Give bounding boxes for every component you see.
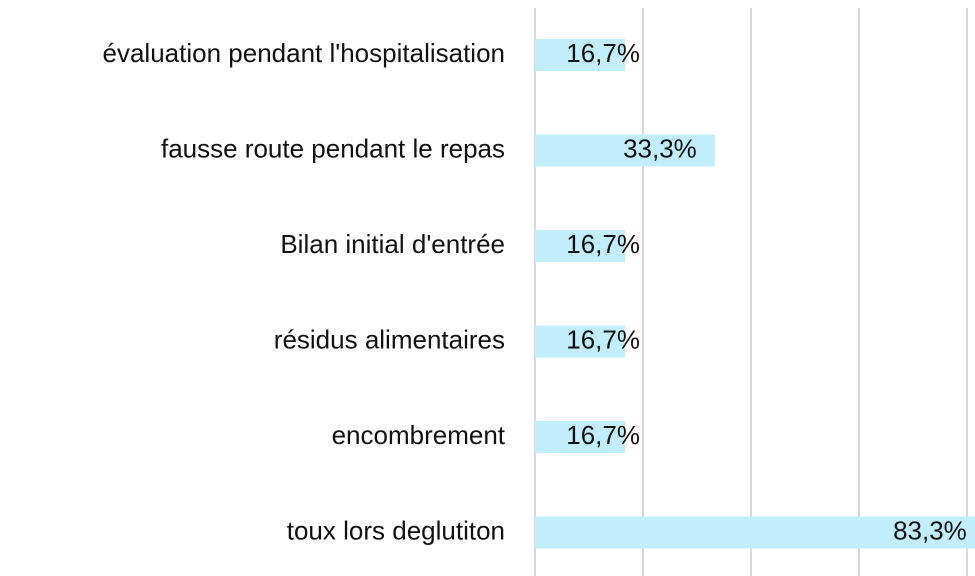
value-label: 33,3% bbox=[623, 133, 697, 163]
value-label: 83,3% bbox=[893, 515, 967, 545]
bar bbox=[535, 325, 626, 358]
bar bbox=[535, 230, 626, 262]
value-label: 16,7% bbox=[566, 229, 640, 259]
value-label: 16,7% bbox=[566, 38, 640, 68]
value-label: 16,7% bbox=[566, 324, 640, 354]
category-label: résidus alimentaires bbox=[274, 324, 505, 354]
category-label: Bilan initial d'entrée bbox=[280, 229, 505, 259]
bar bbox=[535, 516, 975, 549]
category-label: toux lors deglutiton bbox=[287, 515, 505, 545]
category-label: fausse route pendant le repas bbox=[161, 133, 505, 163]
category-label: évaluation pendant l'hospitalisation bbox=[103, 38, 505, 68]
value-label: 16,7% bbox=[566, 420, 640, 450]
bar bbox=[535, 421, 626, 453]
bar bbox=[535, 39, 626, 71]
category-label: encombrement bbox=[332, 420, 506, 450]
bar bbox=[535, 134, 715, 167]
